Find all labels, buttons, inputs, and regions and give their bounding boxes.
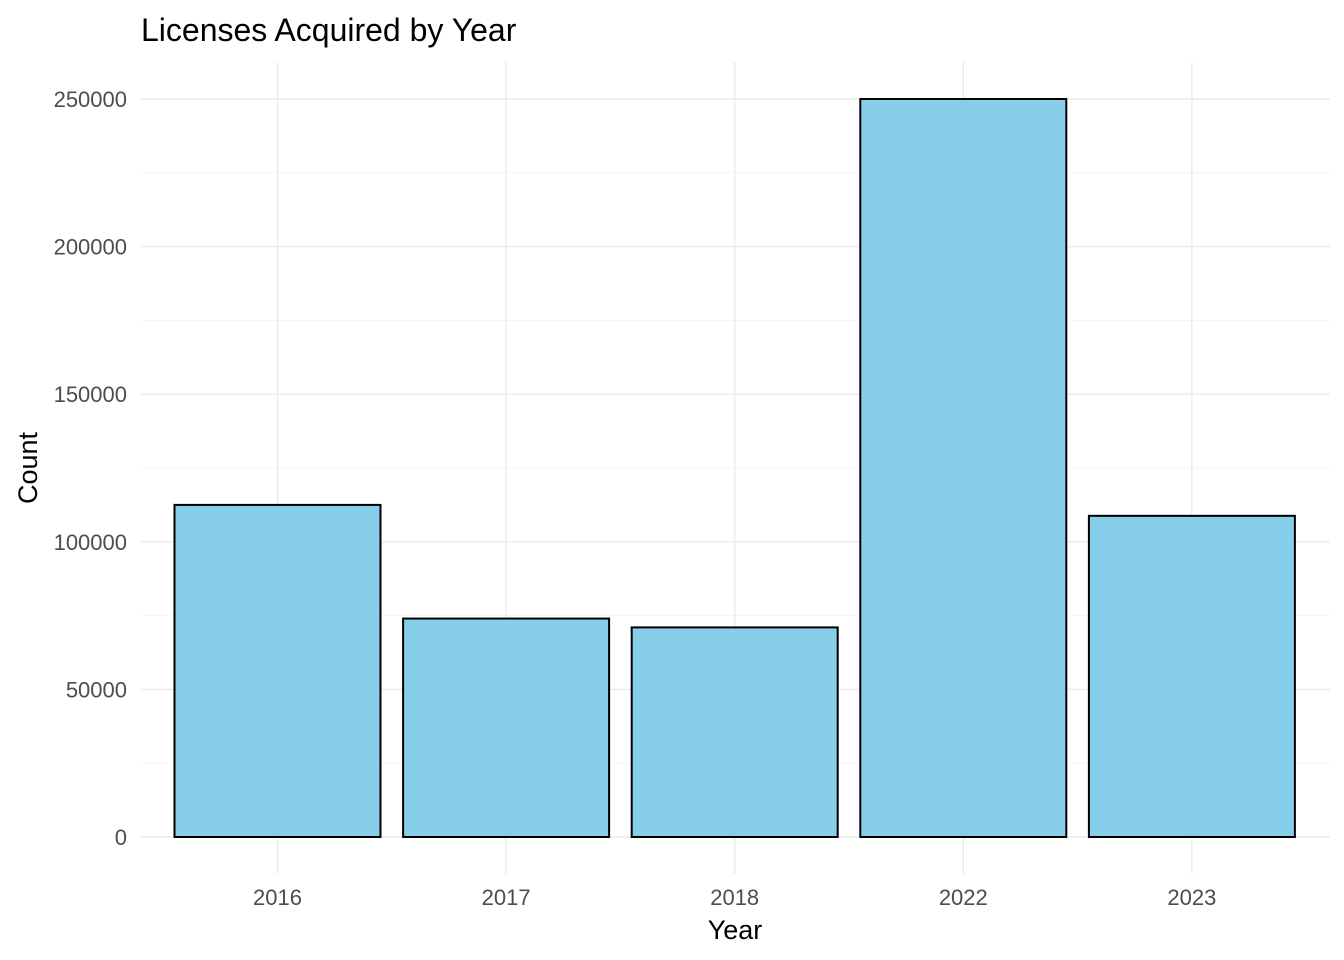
x-tick-label: 2023 bbox=[1167, 885, 1216, 910]
bars bbox=[173, 98, 1296, 839]
bar-2018 bbox=[630, 626, 839, 839]
y-tick-label: 100000 bbox=[54, 530, 127, 555]
y-tick-label: 250000 bbox=[54, 87, 127, 112]
x-axis-title: Year bbox=[708, 915, 763, 945]
y-axis-tick-labels: 0 50000 100000 150000 200000 250000 bbox=[54, 87, 127, 850]
y-axis-title: Count bbox=[13, 431, 43, 504]
bar-2017 bbox=[402, 617, 611, 838]
x-tick-label: 2018 bbox=[710, 885, 759, 910]
bar-2016 bbox=[173, 503, 382, 838]
chart-title: Licenses Acquired by Year bbox=[141, 12, 517, 48]
bar-2023 bbox=[1087, 514, 1296, 838]
y-tick-label: 50000 bbox=[66, 677, 127, 702]
x-tick-label: 2016 bbox=[253, 885, 302, 910]
x-tick-label: 2017 bbox=[482, 885, 531, 910]
y-tick-label: 200000 bbox=[54, 235, 127, 260]
x-tick-label: 2022 bbox=[939, 885, 988, 910]
y-tick-label: 150000 bbox=[54, 382, 127, 407]
x-axis-tick-labels: 2016 2017 2018 2022 2023 bbox=[253, 885, 1216, 910]
y-tick-label: 0 bbox=[115, 825, 127, 850]
bar-2022 bbox=[859, 98, 1068, 838]
